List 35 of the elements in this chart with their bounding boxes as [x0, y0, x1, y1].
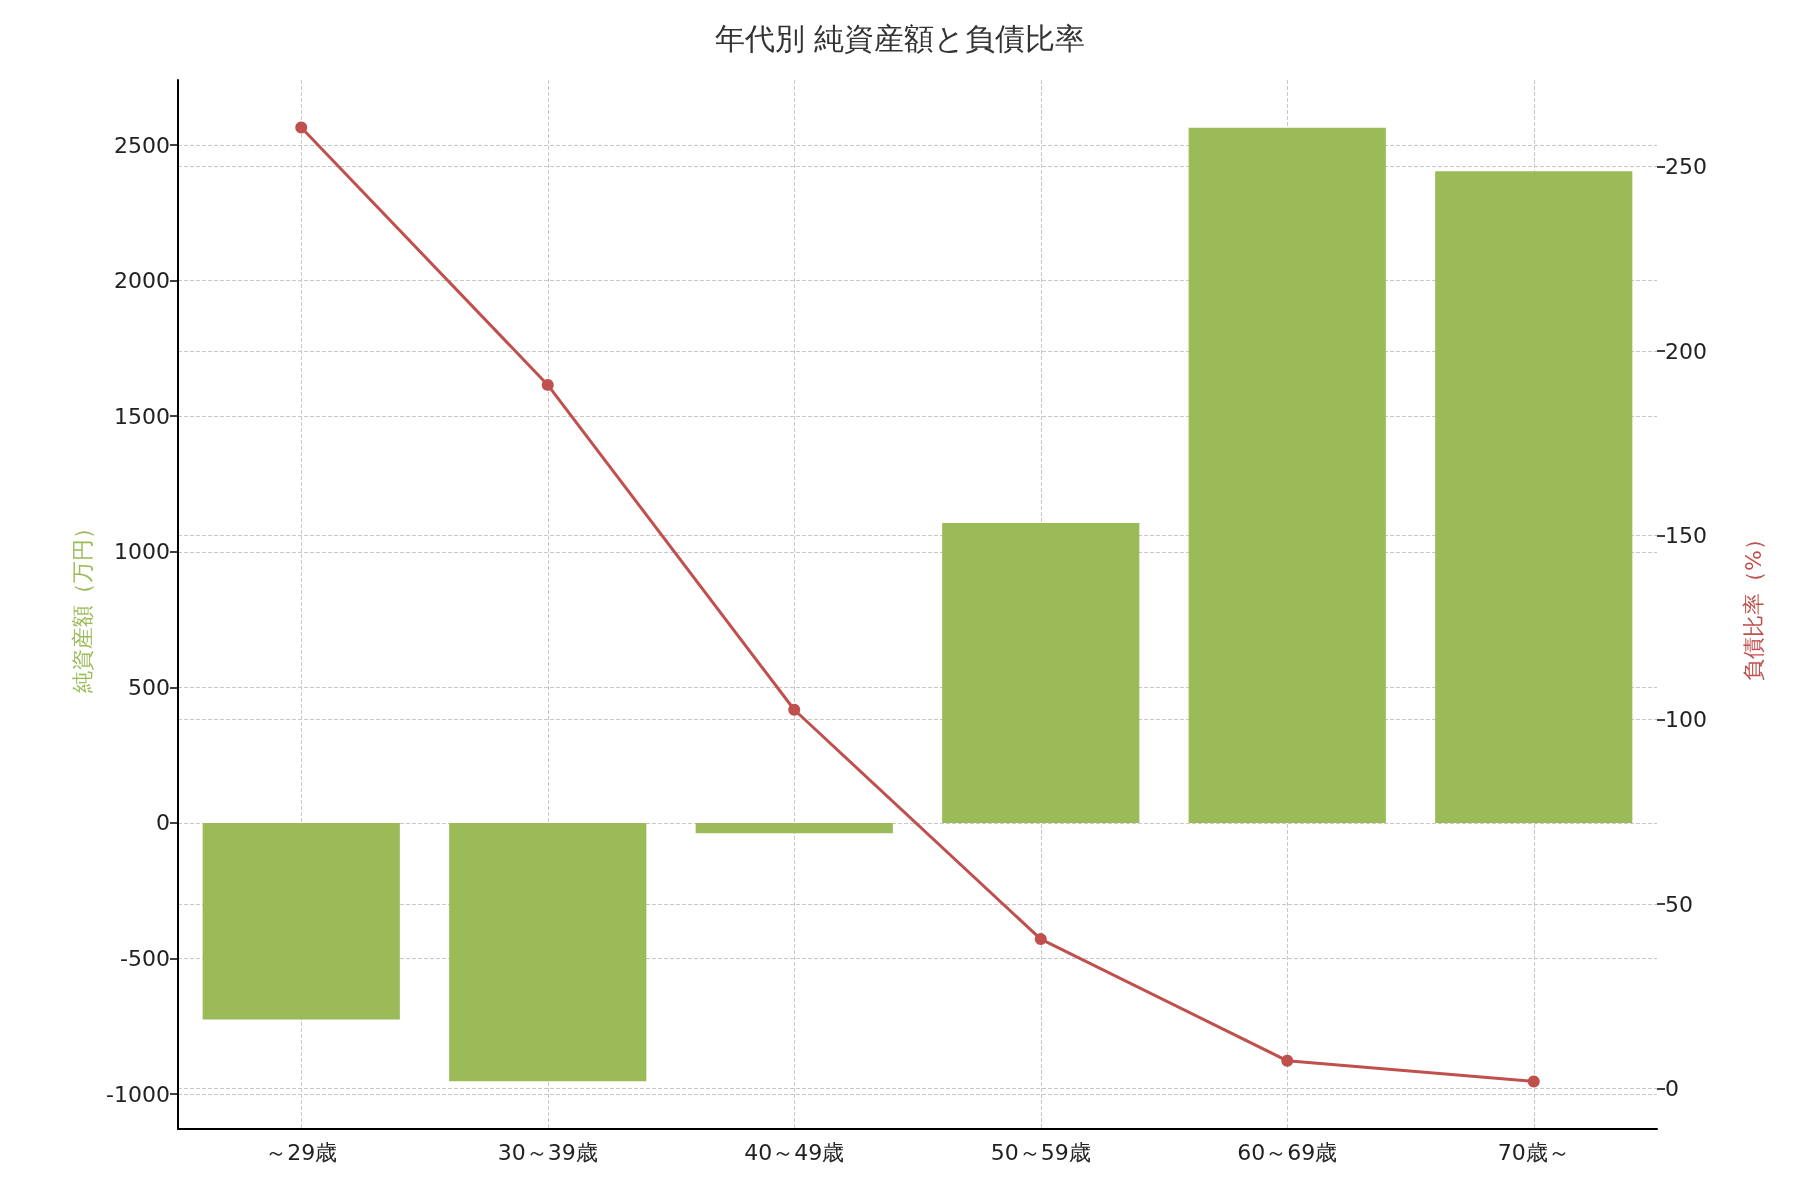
x-tick-label: 70歳～ [1497, 1139, 1570, 1165]
x-tick-label: ～29歳 [265, 1139, 338, 1165]
y2-axis-title: 負債比率（%） [1740, 528, 1766, 681]
y-tick-label: 1000 [114, 539, 170, 565]
bar [449, 822, 647, 1082]
y-tick-label: 2500 [114, 132, 170, 158]
y2-tick-label: 200 [1665, 338, 1707, 364]
point [541, 378, 554, 391]
y-tick-label: 2000 [114, 268, 170, 294]
bar [1188, 127, 1386, 823]
point [788, 703, 801, 716]
point [295, 121, 308, 134]
y2-tick-label: 250 [1665, 154, 1707, 180]
y-tick-label: 1500 [114, 403, 170, 429]
bar [695, 822, 893, 834]
y2-tick-label: 0 [1665, 1075, 1679, 1101]
y-axis-title: 純資産額（万円） [69, 516, 95, 693]
y-tick-label: 0 [156, 810, 170, 836]
x-tick-label: 40～49歳 [744, 1139, 845, 1165]
x-tick-label: 30～39歳 [497, 1139, 598, 1165]
point [1034, 933, 1047, 946]
x-tick-label: 50～59歳 [990, 1139, 1091, 1165]
bar [942, 523, 1140, 823]
y-tick-label: -500 [120, 945, 170, 971]
y2-tick-label: 100 [1665, 707, 1707, 733]
bar [202, 822, 400, 1020]
point [1281, 1054, 1294, 1067]
point [1527, 1075, 1540, 1088]
x-tick-label: 60～69歳 [1237, 1139, 1338, 1165]
y-tick-label: 500 [128, 674, 170, 700]
bar [1435, 171, 1633, 823]
y2-tick-label: 50 [1665, 891, 1693, 917]
chart-title: 年代別 純資産額と負債比率 [714, 20, 1086, 56]
y-tick-label: -1000 [106, 1081, 170, 1107]
y2-tick-label: 150 [1665, 522, 1707, 548]
